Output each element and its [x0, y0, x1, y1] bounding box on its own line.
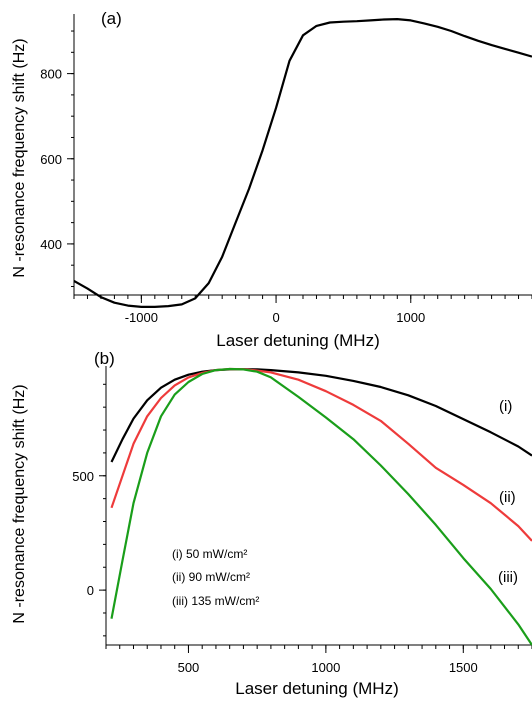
legend-entry-i: (i) 50 mW/cm²	[172, 547, 247, 561]
panel-a-series-line-1	[73, 18, 532, 308]
series-label-ii: (ii)	[499, 489, 516, 506]
panel-b: 0 500 500 1000 1500 (b) Laser detuning (MHz…	[11, 349, 532, 698]
series-label-iii: (iii)	[498, 569, 518, 586]
panel-a-label: (a)	[101, 9, 122, 28]
panel-b-x-tick-label: 500	[178, 660, 200, 675]
legend-entry-iii: (iii) 135 mW/cm²	[172, 594, 259, 608]
panel-a-x-tick-label: -1000	[125, 310, 158, 325]
panel-b-y-tick-label: 500	[72, 469, 94, 484]
panel-a-x-axis-label: Laser detuning (MHz)	[216, 331, 379, 350]
panel-a-y-axis-label: N -resonance frequency shift (Hz)	[11, 38, 28, 277]
legend-entry-ii: (ii) 90 mW/cm²	[172, 570, 250, 584]
panel-a-x-tick-label: 0	[272, 310, 279, 325]
panel-a-y-tick-label: 600	[40, 152, 62, 167]
panel-b-x-axis-label: Laser detuning (MHz)	[235, 679, 398, 698]
panel-a-y-tick-label: 800	[40, 67, 62, 82]
panel-b-x-tick-label: 1500	[449, 660, 478, 675]
panel-b-series-line-1	[110, 368, 532, 463]
panel-b-label: (b)	[94, 349, 115, 368]
panel-b-series-line-3	[110, 367, 532, 646]
series-label-i: (i)	[499, 398, 512, 415]
panel-a: 400 600 800 -1000 0 1000 (a) Laser detuning …	[11, 9, 532, 350]
panel-b-y-axis-label: N -resonance frequency shift (Hz)	[11, 384, 28, 623]
panel-a-y-tick-label: 400	[40, 237, 62, 252]
panel-a-x-tick-label: 1000	[396, 310, 425, 325]
panel-b-y-tick-label: 0	[87, 583, 94, 598]
panel-b-x-tick-label: 1000	[311, 660, 340, 675]
